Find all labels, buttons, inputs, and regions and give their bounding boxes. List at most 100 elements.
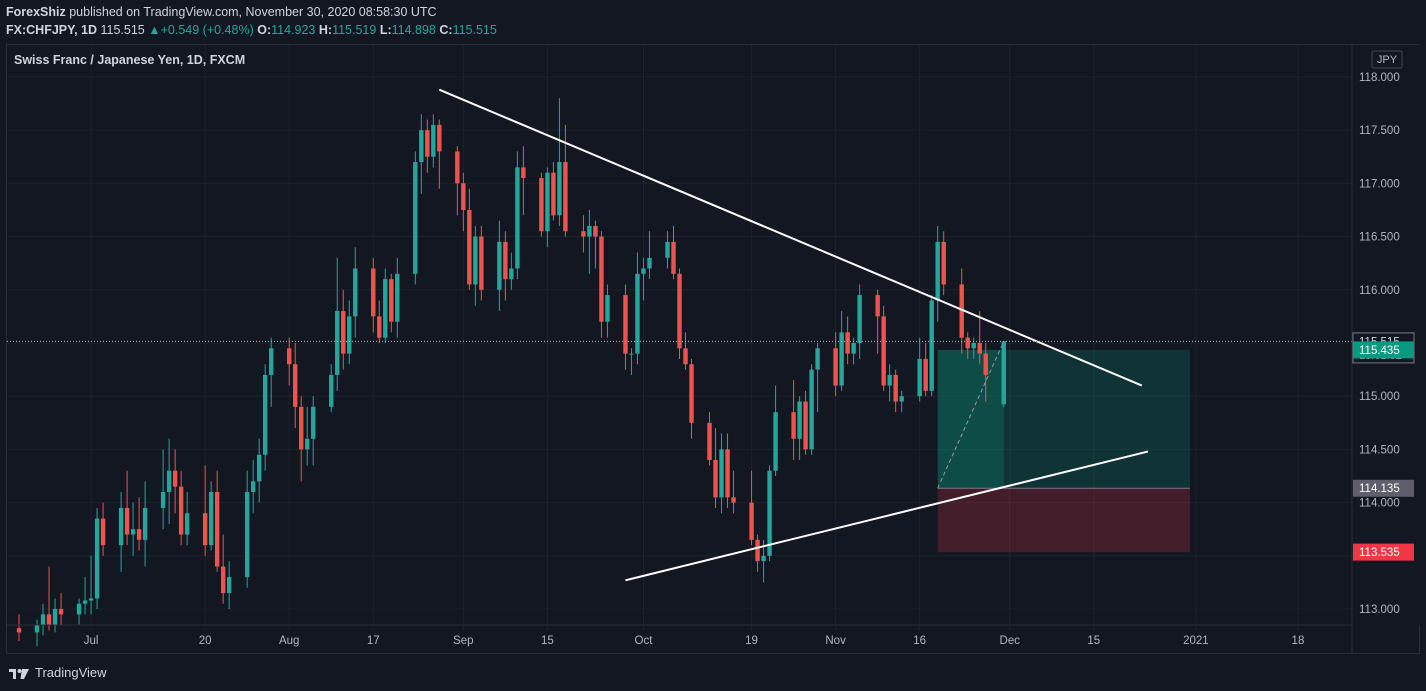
candle-body — [250, 481, 256, 492]
candle-body — [395, 273, 400, 322]
candle-body — [983, 353, 988, 375]
candle-body — [635, 273, 640, 354]
candle-body — [467, 209, 472, 285]
tradingview-logo[interactable]: TradingView — [8, 665, 107, 680]
candle-body — [46, 614, 52, 625]
candle-body — [887, 374, 892, 386]
currency-button[interactable] — [1371, 50, 1403, 69]
x-tick-label: Aug — [279, 635, 299, 647]
candle-body — [857, 295, 862, 343]
candle-body — [725, 449, 730, 498]
candle-body — [803, 401, 808, 450]
x-tick-label: 20 — [199, 635, 212, 647]
high-value: 115.519 — [332, 23, 377, 37]
candle-body — [347, 316, 352, 354]
header-bar: ForexShiz published on TradingView.com, … — [0, 0, 1426, 42]
target-price-tag — [1353, 341, 1414, 359]
candle-body — [551, 172, 556, 216]
candle-body — [677, 273, 682, 349]
y-tick-label: 116.500 — [1359, 232, 1400, 244]
candle-body — [202, 513, 208, 546]
candle-body — [497, 241, 502, 290]
candle-body — [755, 539, 760, 562]
y-tick-label: 114.000 — [1359, 498, 1400, 510]
candle-body — [965, 337, 970, 349]
candle-body — [545, 172, 550, 232]
candle-body — [719, 449, 724, 498]
candle-body — [208, 491, 214, 546]
candle-body — [503, 241, 508, 280]
last-price: 115.515 — [100, 23, 145, 37]
resistance-trendline — [438, 88, 1143, 387]
price-chart[interactable]: 113.000113.500114.000114.500115.000115.5… — [0, 0, 1426, 655]
candle-body — [130, 529, 136, 535]
candle-body — [455, 151, 460, 184]
candle-body — [929, 300, 934, 391]
candle-body — [1001, 341, 1006, 405]
entry-price-tag — [1353, 479, 1414, 497]
symbol-timeframe: FX:CHFJPY, 1D — [6, 23, 97, 37]
candle-body — [100, 518, 106, 546]
close-label: C: — [439, 23, 453, 37]
candle-body — [419, 130, 424, 163]
candle-body — [809, 369, 814, 450]
candle-body — [88, 598, 94, 601]
candle-body — [142, 507, 148, 540]
candle-body — [815, 348, 820, 370]
y-tick-label: 118.000 — [1359, 72, 1400, 84]
candle-body — [521, 167, 526, 179]
candle-body — [371, 268, 376, 317]
tradingview-logo-icon — [9, 668, 29, 679]
support-trendline — [625, 450, 1149, 582]
candle-body — [935, 241, 940, 301]
candle-body — [629, 353, 634, 355]
target-progress — [937, 349, 1004, 489]
stop-price-label: 113.535 — [1359, 547, 1400, 559]
candle-body — [713, 460, 718, 498]
candle-body — [256, 454, 262, 482]
candle-body — [178, 486, 184, 535]
candle-body — [593, 225, 598, 237]
candle-body — [268, 348, 274, 375]
candle-body — [214, 491, 220, 567]
candle-body — [977, 342, 982, 354]
low-label: L: — [379, 23, 392, 37]
y-tick-label: 114.500 — [1359, 444, 1400, 456]
y-tick-label: 116.000 — [1359, 285, 1400, 297]
candle-body — [34, 625, 40, 633]
candle-body — [335, 311, 340, 375]
candle-body — [287, 348, 292, 365]
candle-body — [40, 614, 46, 625]
candle-body — [893, 374, 898, 402]
candle-body — [353, 268, 358, 317]
candle-body — [479, 236, 484, 290]
position-path — [937, 341, 1005, 489]
x-tick-label: 16 — [913, 635, 926, 647]
candle-body — [581, 231, 586, 237]
candle-body — [647, 257, 652, 269]
currency-label: JPY — [1377, 54, 1398, 66]
candle-body — [431, 124, 436, 157]
candle-body — [262, 374, 268, 455]
x-tick-label: 19 — [745, 635, 758, 647]
ohlc-legend: FX:CHFJPY, 1D 115.515 ▲+0.549 (+0.48%) O… — [6, 23, 497, 37]
up-arrow-icon: ▲ — [148, 23, 161, 37]
candle-body — [671, 241, 676, 274]
x-tick-label: 18 — [1292, 635, 1305, 647]
candle-body — [839, 332, 844, 386]
open-value: 114.923 — [271, 23, 316, 37]
candle-body — [539, 178, 544, 232]
candle-body — [587, 225, 592, 237]
publish-info: ForexShiz published on TradingView.com, … — [6, 5, 437, 19]
candle-body — [184, 513, 190, 535]
candle-body — [220, 566, 226, 594]
y-tick-label: 115.000 — [1359, 391, 1400, 403]
candle-body — [329, 374, 334, 407]
candle-body — [917, 358, 922, 397]
candle-body — [791, 412, 796, 439]
candle-body — [383, 279, 388, 338]
author-name[interactable]: ForexShiz — [6, 5, 66, 19]
candle-body — [767, 470, 772, 556]
candle-body — [299, 406, 304, 450]
candle-body — [599, 236, 604, 322]
